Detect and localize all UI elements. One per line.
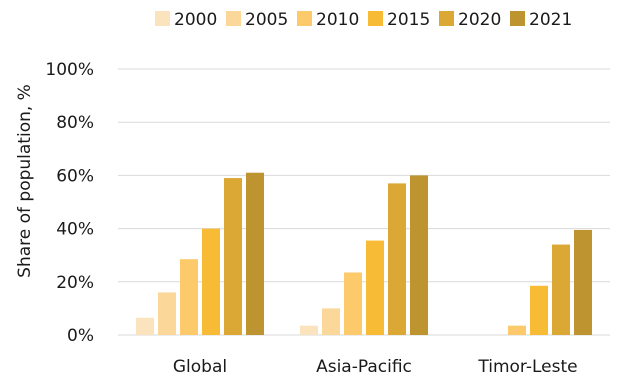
bar-2015-global [202, 228, 220, 335]
legend-label: 2010 [316, 10, 359, 30]
legend-swatch [510, 11, 525, 26]
bars [136, 172, 592, 335]
bar-2000-asia-pacific [300, 325, 318, 335]
y-tick-label: 40% [56, 220, 94, 240]
legend-swatch [155, 11, 170, 26]
legend-label: 2021 [529, 10, 572, 30]
y-tick-label: 0% [67, 326, 94, 346]
legend-label: 2020 [458, 10, 501, 30]
y-tick-label: 20% [56, 273, 94, 293]
legend-label: 2015 [387, 10, 430, 30]
legend-swatch [368, 11, 383, 26]
bar-2010-global [180, 259, 198, 335]
legend-swatch [297, 11, 312, 26]
y-tick-label: 80% [56, 113, 94, 133]
bar-2000-global [136, 317, 154, 335]
y-tick-label: 60% [56, 166, 94, 186]
x-category-label: Timor-Leste [477, 357, 577, 377]
legend-swatch [226, 11, 241, 26]
legend: 2000 2005 2010 2015 2020 2021 [155, 10, 572, 30]
legend-label: 2005 [245, 10, 288, 30]
gridlines [118, 68, 610, 336]
bar-2021-global [246, 172, 264, 335]
bar-2021-asia-pacific [410, 175, 428, 335]
y-tick-label: 100% [45, 60, 94, 80]
bar-2010-timor-leste [508, 325, 526, 335]
bar-2021-timor-leste [574, 229, 592, 335]
legend-label: 2000 [174, 10, 217, 30]
bar-2005-asia-pacific [322, 308, 340, 335]
bar-2010-asia-pacific [344, 272, 362, 335]
y-axis-ticks: 0% 20% 40% 60% 80% 100% [45, 60, 94, 346]
x-category-label: Asia-Pacific [316, 357, 412, 377]
bar-2020-global [224, 178, 242, 335]
y-axis-label: Share of population, % [15, 84, 35, 278]
legend-swatch [439, 11, 454, 26]
bar-2020-asia-pacific [388, 183, 406, 335]
bar-2015-timor-leste [530, 285, 548, 335]
x-category-label: Global [173, 357, 227, 377]
bar-2020-timor-leste [552, 244, 570, 335]
x-axis-categories: Global Asia-Pacific Timor-Leste [173, 357, 578, 377]
bar-2015-asia-pacific [366, 240, 384, 335]
bar-2005-global [158, 292, 176, 335]
